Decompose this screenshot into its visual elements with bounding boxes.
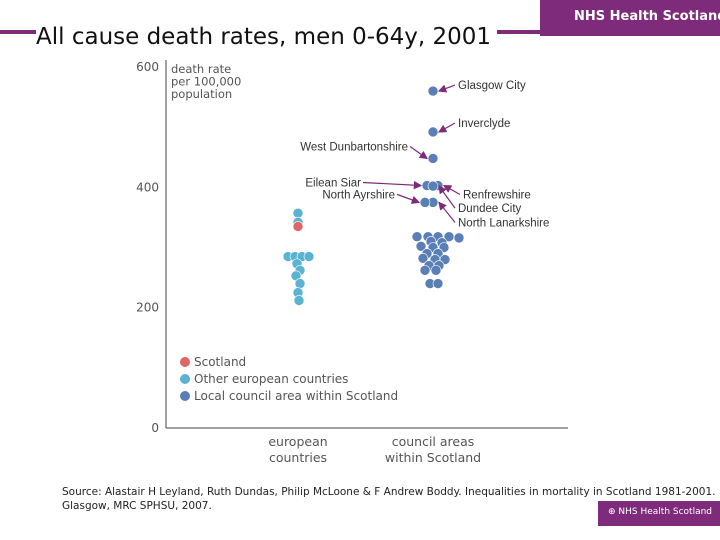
y-tick-label: 600	[136, 60, 159, 74]
council-point	[419, 265, 431, 276]
annotation-arrow	[437, 84, 456, 93]
x-category-label: european	[268, 434, 327, 449]
x-category-label: countries	[269, 450, 327, 465]
council-point	[415, 240, 427, 252]
annotation-label: West Dunbartonshire	[300, 141, 408, 153]
council-point	[427, 85, 439, 97]
annotation-arrow	[437, 122, 456, 133]
legend-marker	[180, 357, 190, 367]
footer-brand-box: ⊕ NHS Health Scotland	[598, 501, 720, 526]
legend-label: Local council area within Scotland	[194, 389, 398, 403]
council-point	[430, 265, 442, 276]
legend-marker	[180, 391, 190, 401]
council-point	[427, 126, 439, 138]
european-point	[303, 251, 315, 262]
y-tick-label: 0	[151, 421, 159, 435]
annotation-label: Eilean Siar	[305, 178, 361, 190]
annotation-arrow	[362, 180, 423, 190]
annotation-label: North Lanarkshire	[458, 217, 549, 229]
x-category-label: within Scotland	[385, 450, 481, 465]
legend-marker	[180, 374, 190, 384]
council-point	[427, 153, 439, 164]
european-point	[293, 295, 305, 306]
source-line-1: Source: Alastair H Leyland, Ruth Dundas,…	[62, 486, 716, 498]
scotland-point	[292, 221, 304, 232]
council-point	[427, 180, 439, 192]
european-point	[294, 278, 306, 289]
annotation-arrow	[396, 193, 421, 204]
council-point	[419, 197, 431, 208]
brand-name: NHS Health Scotland	[574, 9, 720, 24]
council-point	[432, 278, 444, 289]
y-axis-label: death rate	[171, 62, 231, 76]
annotation-arrow	[442, 184, 461, 196]
council-point	[411, 231, 423, 242]
annotation-label: North Ayrshire	[322, 189, 395, 201]
legend-label: Other european countries	[194, 372, 348, 386]
legend-label: Scotland	[194, 355, 246, 369]
slide-title: All cause death rates, men 0-64y, 2001	[36, 24, 498, 50]
footer-brand: ⊕ NHS Health Scotland	[608, 507, 713, 517]
source-line-2: Glasgow, MRC SPHSU, 2007.	[62, 500, 212, 512]
annotation-arrow	[438, 185, 456, 209]
y-axis-label: population	[171, 87, 232, 101]
annotation-arrow	[409, 145, 428, 160]
council-point	[417, 253, 429, 264]
brand-banner	[540, 0, 720, 36]
source-citation: Source: Alastair H Leyland, Ruth Dundas,…	[62, 485, 716, 513]
european-point	[292, 207, 304, 219]
y-tick-label: 400	[136, 180, 159, 194]
x-category-label: council areas	[392, 434, 475, 449]
y-tick-label: 200	[136, 301, 159, 315]
y-axis-label: per 100,000	[171, 75, 241, 89]
annotation-label: Glasgow City	[458, 80, 526, 92]
council-point	[453, 232, 465, 244]
annotation-label: Dundee City	[458, 203, 522, 215]
annotation-label: Renfrewshire	[463, 190, 531, 202]
annotation-arrow	[438, 201, 456, 223]
annotation-label: Inverclyde	[458, 118, 510, 130]
